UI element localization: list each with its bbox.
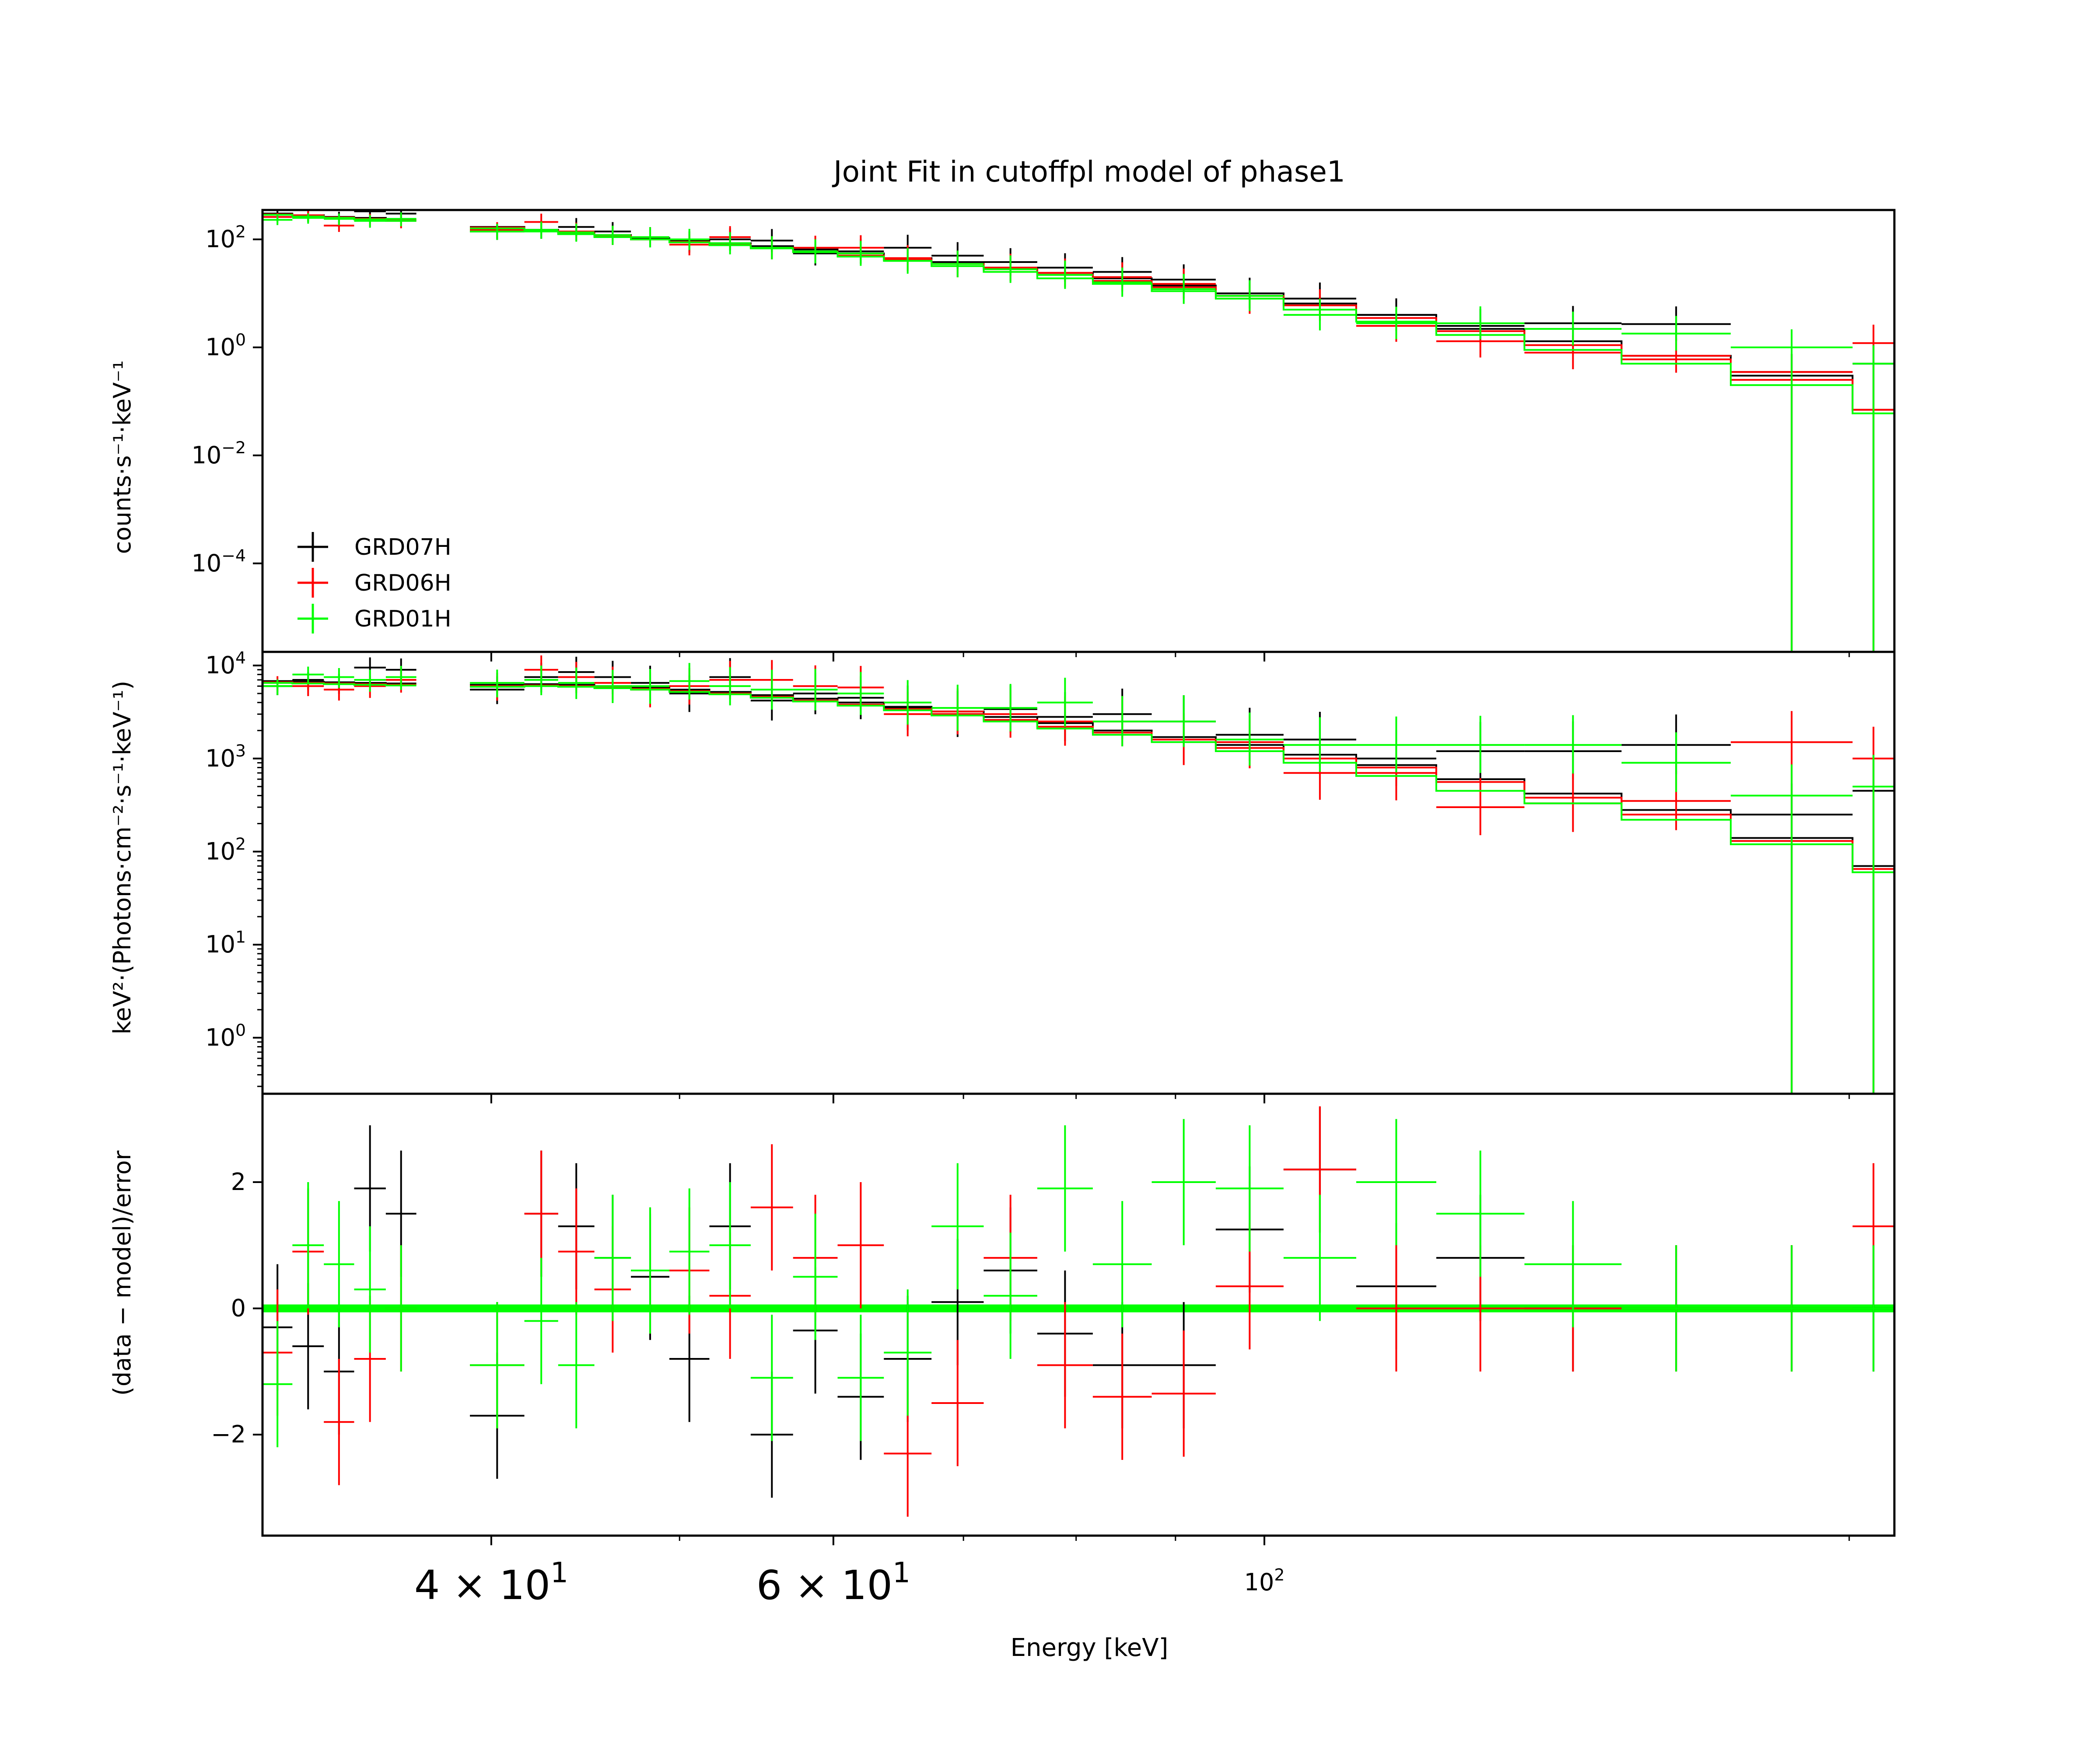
y-tick-label-base: 10 <box>205 651 235 679</box>
model-line-GRD01H <box>262 214 1894 414</box>
y-tick-label-exponent: 0 <box>235 1020 246 1040</box>
y-tick-label: 0 <box>231 1295 246 1322</box>
y-tick-label: 100 <box>205 1020 246 1051</box>
y-tick-label-base: 10 <box>205 1024 235 1051</box>
y-tick-label-base: 10 <box>192 441 222 469</box>
y-tick-label: 104 <box>205 648 246 679</box>
legend-entry: GRD06H <box>298 568 452 598</box>
legend: GRD07H GRD06H GRD01H <box>298 532 452 634</box>
y-tick-label-exponent: −2 <box>221 438 246 457</box>
x-tick-label: 4 × 101 <box>414 1556 568 1609</box>
panel-frame <box>261 1092 1896 1537</box>
y-tick-label-base: 10 <box>205 333 235 361</box>
panel-nufnu-data <box>262 655 1894 1094</box>
y-tick-label: 100 <box>205 330 246 361</box>
y-tick-label-exponent: 3 <box>235 741 246 760</box>
y-tick-label-exponent: 1 <box>235 928 246 947</box>
y-tick-label-exponent: 0 <box>235 330 246 349</box>
x-tick-labels: 4 × 101 6 × 101 102 <box>414 1556 1285 1609</box>
y-tick-label-exponent: 2 <box>235 834 246 854</box>
model-line-GRD06H <box>262 681 1894 870</box>
panel-counts-data <box>262 210 1894 652</box>
model-line-GRD01H <box>262 682 1894 873</box>
y-axis-label-residuals: (data − model)/error <box>108 1150 136 1396</box>
y-tick-label-base: 10 <box>205 838 235 865</box>
legend-label: GRD01H <box>354 606 452 632</box>
legend-entry: GRD01H <box>298 604 452 634</box>
x-axis-label: Energy [keV] <box>1011 1634 1169 1662</box>
x-tick-label-mantissa: 6 <box>756 1562 795 1609</box>
y-tick-label-base: 10 <box>205 931 235 958</box>
y-tick-label-exponent: 4 <box>235 648 246 667</box>
y-tick-label: 103 <box>205 741 246 772</box>
x-tick-label-exponent: 2 <box>1274 1565 1284 1584</box>
panel-frame <box>261 209 1896 653</box>
y-tick-label-base: 10 <box>192 550 222 577</box>
x-tick-label-base: 10 <box>1244 1568 1274 1596</box>
y-axis-label-counts: counts·s⁻¹·keV⁻¹ <box>108 360 136 554</box>
series-GRD07H-resid <box>262 1106 1894 1498</box>
y-tick-label: 10−4 <box>192 546 246 577</box>
x-tick-label: 102 <box>1244 1565 1285 1596</box>
panel-resid-data <box>262 1106 1894 1517</box>
series-GRD01H-resid <box>262 1119 1894 1447</box>
y-tick-label: 102 <box>205 834 246 865</box>
series-GRD01H-nufnu <box>262 663 1894 1094</box>
series-GRD06H-counts <box>262 210 1894 652</box>
x-tick-label-base: 10 <box>841 1562 892 1609</box>
y-tick-label-exponent: −4 <box>221 546 246 565</box>
y-tick-label-base: 10 <box>205 225 235 253</box>
y-tick-label-base: 10 <box>205 745 235 772</box>
model-line-GRD07H <box>262 213 1894 411</box>
legend-label: GRD07H <box>354 534 452 560</box>
chart-title: Joint Fit in cutoffpl model of phase1 <box>832 155 1345 189</box>
y-axis-label-nufnu: keV²·(Photons·cm⁻²·s⁻¹·keV⁻¹) <box>108 681 136 1035</box>
y-tick-label: 2 <box>231 1168 246 1196</box>
x-tick-label-times: × <box>453 1562 499 1609</box>
x-tick-label-times: × <box>795 1562 841 1609</box>
legend-label: GRD06H <box>354 570 452 596</box>
y-tick-label-exponent: 2 <box>235 222 246 241</box>
y-tick-label: 102 <box>205 222 246 253</box>
x-tick-label-mantissa: 4 <box>414 1562 453 1609</box>
y-tick-label: −2 <box>211 1421 246 1448</box>
x-tick-label-exponent: 1 <box>550 1556 568 1589</box>
y-tick-label: 101 <box>205 928 246 959</box>
y-tick-label: 10−2 <box>192 438 246 469</box>
legend-entry: GRD07H <box>298 532 452 562</box>
panel-frame <box>261 651 1896 1095</box>
x-tick-label: 6 × 101 <box>756 1556 910 1609</box>
series-GRD06H-nufnu <box>262 655 1894 1094</box>
panel-resid: 2 0 −2 <box>211 1092 1896 1545</box>
x-tick-label-base: 10 <box>499 1562 550 1609</box>
model-line-GRD06H <box>262 214 1894 411</box>
x-tick-label-exponent: 1 <box>892 1556 910 1589</box>
series-GRD01H-counts <box>262 212 1894 652</box>
model-line-GRD07H <box>262 680 1894 867</box>
